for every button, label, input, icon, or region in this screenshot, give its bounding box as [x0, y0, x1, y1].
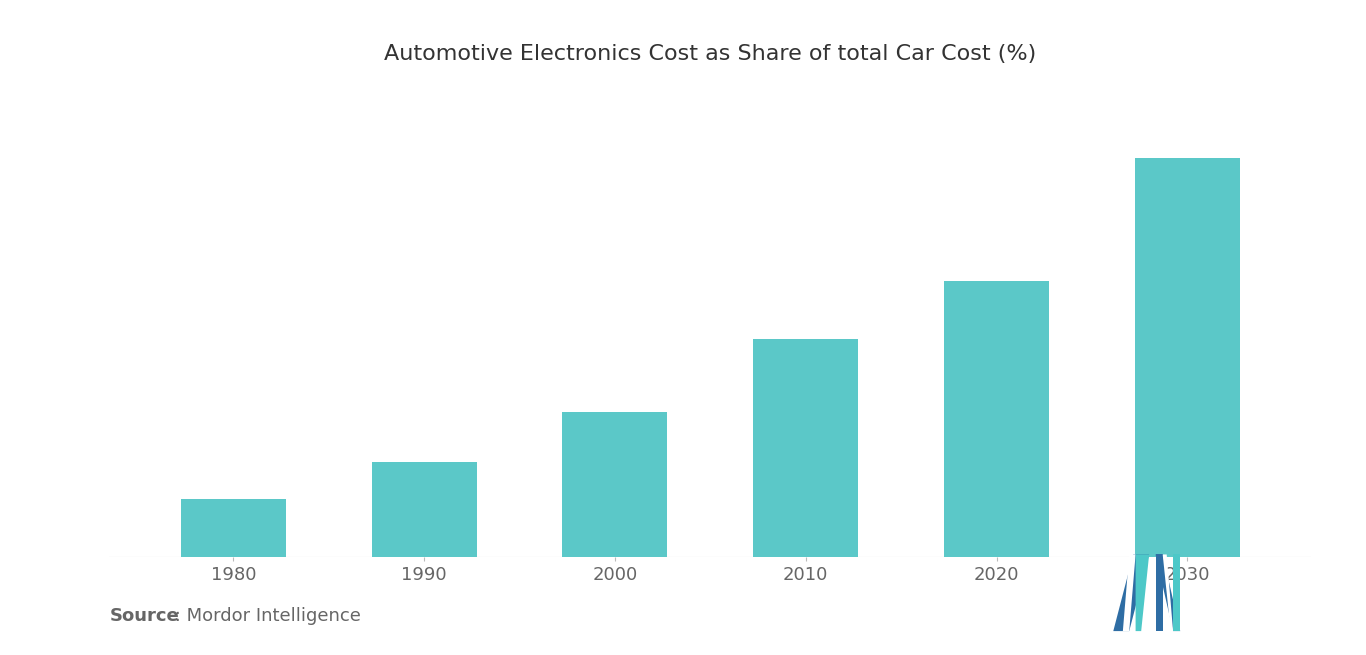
Bar: [563, 411, 668, 557]
Text: : Mordor Intelligence: : Mordor Intelligence: [169, 607, 361, 625]
Title: Automotive Electronics Cost as Share of total Car Cost (%): Automotive Electronics Cost as Share of …: [384, 44, 1037, 64]
Bar: [180, 498, 285, 557]
Polygon shape: [1113, 554, 1149, 631]
Bar: [372, 462, 477, 557]
Bar: [753, 339, 858, 557]
Polygon shape: [1156, 554, 1180, 631]
Polygon shape: [1173, 554, 1180, 631]
Polygon shape: [1123, 554, 1135, 631]
Polygon shape: [1135, 554, 1149, 631]
Text: Source: Source: [109, 607, 179, 625]
Polygon shape: [1156, 554, 1162, 631]
Polygon shape: [1162, 554, 1173, 631]
Bar: [944, 281, 1049, 557]
Bar: [1135, 158, 1240, 557]
